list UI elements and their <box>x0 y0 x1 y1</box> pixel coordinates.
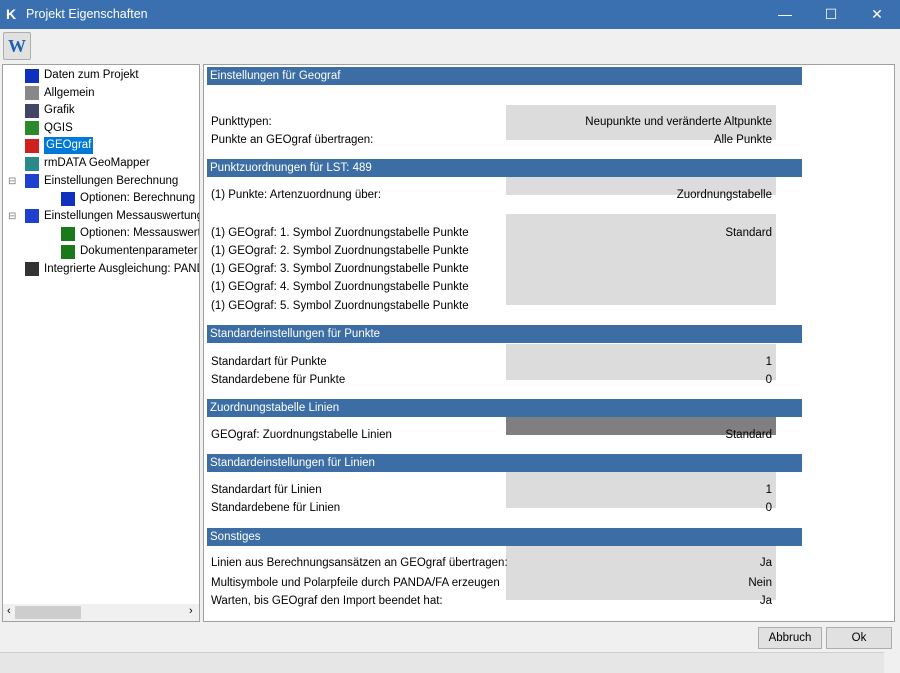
tree-item-label: QGIS <box>44 121 73 134</box>
setting-value[interactable]: Standard <box>725 429 772 441</box>
setting-label: (1) GEOgraf: 1. Symbol Zuordnungstabelle… <box>211 227 469 239</box>
setting-label: Standardart für Punkte <box>211 356 327 368</box>
setting-value[interactable]: Neupunkte und veränderte Altpunkte <box>585 116 772 128</box>
value-box <box>506 417 776 435</box>
setting-value[interactable] <box>506 297 772 315</box>
project-data-icon <box>25 68 39 83</box>
options-icon <box>61 191 75 206</box>
tree-item[interactable]: rmDATA GeoMapper <box>25 155 150 172</box>
document-params-icon <box>61 244 75 259</box>
setting-label: (1) GEOgraf: 4. Symbol Zuordnungstabelle… <box>211 281 469 293</box>
value-box <box>506 546 776 600</box>
setting-label: (1) GEOgraf: 5. Symbol Zuordnungstabelle… <box>211 300 469 312</box>
section-header: Standardeinstellungen für Punkte <box>207 325 802 343</box>
value-box <box>506 472 776 508</box>
setting-value[interactable] <box>506 260 772 278</box>
setting-label: Standardebene für Linien <box>211 502 341 514</box>
setting-value[interactable]: 0 <box>765 502 772 514</box>
tree-item[interactable]: ⊟ Einstellungen Berechnung <box>8 173 179 190</box>
setting-label: Linien aus Berechnungsansätzen an GEOgra… <box>211 557 508 569</box>
tree-item-label: Daten zum Projekt <box>44 69 139 81</box>
value-box <box>506 105 776 140</box>
setting-value[interactable]: Ja <box>759 595 772 607</box>
setting-label: (1) GEOgraf: 3. Symbol Zuordnungstabelle… <box>211 263 469 275</box>
word-export-button[interactable]: W <box>3 32 31 60</box>
qgis-icon <box>25 121 39 136</box>
tree-item-label: Optionen: Berechnung <box>80 192 196 205</box>
value-box <box>506 177 776 195</box>
tree-item[interactable]: QGIS <box>25 120 73 137</box>
setting-value[interactable]: Standard <box>725 227 772 239</box>
setting-value[interactable]: Nein <box>748 577 772 589</box>
section-header: Sonstiges <box>207 528 802 546</box>
tree-item-label: Optionen: Messauswertung <box>80 227 199 240</box>
window-title: Projekt Eigenschaften <box>26 7 148 21</box>
tree-item-label: Dokumentenparameter (Vorlagen) <box>80 245 199 257</box>
geomapper-icon <box>25 156 39 171</box>
setting-value[interactable] <box>506 278 772 296</box>
setting-label: Standardart für Linien <box>211 484 322 496</box>
title-bar: K Projekt Eigenschaften — ☐ ✕ <box>0 0 900 29</box>
tree-item[interactable]: Integrierte Ausgleichung: PANDA <box>25 261 200 278</box>
setting-value[interactable]: 0 <box>765 374 772 386</box>
options-icon <box>61 226 75 241</box>
tree-item[interactable]: ⊟ Einstellungen Messauswertung <box>8 208 200 225</box>
section-header: Punktzuordnungen für LST: 489 <box>207 159 802 177</box>
tree-item-label: Allgemein <box>44 86 95 99</box>
tree-item-label: Einstellungen Berechnung <box>44 174 179 187</box>
setting-value[interactable]: Zuordnungstabelle <box>676 189 772 201</box>
maximize-button[interactable]: ☐ <box>824 6 838 22</box>
setting-value[interactable]: 1 <box>765 356 772 368</box>
collapse-icon[interactable]: ⊟ <box>8 210 17 222</box>
section-header: Einstellungen für Geograf <box>207 67 802 85</box>
collapse-icon[interactable]: ⊟ <box>8 175 17 187</box>
tree-item[interactable]: Grafik <box>25 102 75 119</box>
value-box <box>506 344 776 380</box>
setting-label: Standardebene für Punkte <box>211 374 346 386</box>
cancel-button[interactable]: Abbruch <box>758 627 822 649</box>
setting-value[interactable] <box>506 242 772 260</box>
calculation-icon <box>25 174 39 189</box>
setting-label: (1) GEOgraf: 2. Symbol Zuordnungstabelle… <box>211 245 469 257</box>
tree-item-label: Integrierte Ausgleichung: PANDA <box>44 262 200 275</box>
setting-value[interactable]: Alle Punkte <box>713 134 772 146</box>
tree-item[interactable]: GEOgraf <box>25 137 94 155</box>
general-icon <box>25 86 39 101</box>
setting-label: GEOgraf: Zuordnungstabelle Linien <box>211 429 392 441</box>
graphics-icon <box>25 103 39 118</box>
section-header: Standardeinstellungen für Linien <box>207 454 802 472</box>
scrollbar-thumb[interactable] <box>15 606 81 619</box>
tree-item[interactable]: Allgemein <box>25 85 95 102</box>
geograf-icon <box>25 138 39 153</box>
panda-icon <box>25 262 39 277</box>
setting-value[interactable]: 1 <box>765 484 772 496</box>
settings-panel: Einstellungen für Geograf Punkttypen: Neup… <box>203 64 895 622</box>
tree-item-label: GEOgraf <box>44 137 94 155</box>
setting-label: Punkte an GEOgraf übertragen: <box>211 134 374 146</box>
setting-label: Warten, bis GEOgraf den Import beendet h… <box>211 595 443 607</box>
setting-value[interactable]: Ja <box>759 557 772 569</box>
tree-item[interactable]: Optionen: Berechnung <box>61 190 195 207</box>
setting-label: Multisymbole und Polarpfeile durch PANDA… <box>211 577 500 589</box>
status-bar <box>0 652 884 673</box>
scroll-right-icon[interactable]: › <box>189 605 193 617</box>
app-logo-icon: K <box>6 6 17 22</box>
ok-button[interactable]: Ok <box>826 627 892 649</box>
setting-label: (1) Punkte: Artenzuordnung über: <box>211 189 382 201</box>
tree-item[interactable]: Dokumentenparameter (Vorlagen) <box>61 243 199 260</box>
tree-item-label: rmDATA GeoMapper <box>44 157 150 169</box>
value-box <box>506 214 776 305</box>
horizontal-scrollbar[interactable]: ‹ › <box>3 604 199 621</box>
tree-item-label: Einstellungen Messauswertung <box>44 209 200 222</box>
tree-item[interactable]: Daten zum Projekt <box>25 67 139 84</box>
scroll-left-icon[interactable]: ‹ <box>7 605 11 617</box>
tree-item[interactable]: Optionen: Messauswertung <box>61 225 199 242</box>
tree-item-label: Grafik <box>44 104 75 117</box>
settings-tree: Daten zum Projekt Allgemein Grafik QGIS GEOg… <box>2 64 200 622</box>
close-button[interactable]: ✕ <box>871 6 883 22</box>
section-header: Zuordnungstabelle Linien <box>207 399 802 417</box>
setting-label: Punkttypen: <box>211 116 272 128</box>
survey-icon <box>25 209 39 224</box>
minimize-button[interactable]: — <box>778 6 792 22</box>
